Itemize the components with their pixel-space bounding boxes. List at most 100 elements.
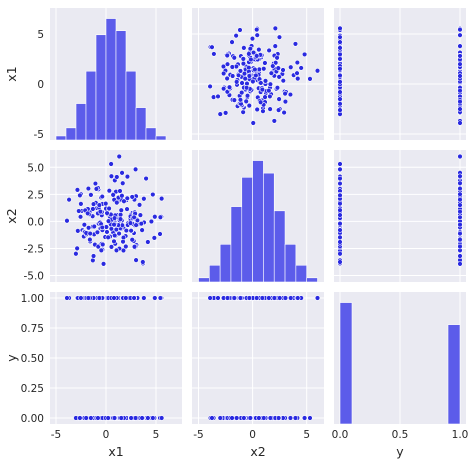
scatter-point [457, 153, 463, 160]
scatter-point [314, 68, 321, 74]
scatter-point [337, 207, 343, 213]
scatter-point [229, 39, 235, 45]
scatter-point [261, 66, 267, 72]
scatter-point [81, 222, 88, 228]
scatter-point [141, 295, 147, 301]
scatter-point [337, 45, 343, 51]
scatter-point [457, 173, 463, 179]
x-tick-label: 0 [103, 429, 110, 441]
scatter-point [337, 51, 343, 58]
scatter-point [120, 247, 127, 254]
scatter-point [259, 295, 266, 301]
scatter-point [233, 415, 240, 421]
histogram-bar [155, 135, 167, 141]
scatter-point [295, 295, 301, 301]
histogram-bar [209, 264, 221, 283]
y-tick-label: 1.00 [21, 293, 44, 305]
scatter-point [274, 55, 280, 61]
scatter-point [240, 60, 247, 67]
x-tick-label: 0.0 [332, 429, 349, 441]
x-tick-label: 1.0 [452, 429, 469, 441]
scatter-point [267, 81, 274, 87]
scatter-point [294, 70, 300, 76]
scatter-point [209, 415, 215, 421]
scatter-point [247, 45, 254, 52]
y-axis-label: x1 [4, 66, 19, 81]
scatter-point [237, 68, 244, 74]
scatter-point [128, 227, 134, 234]
scatter-point [96, 295, 103, 301]
scatter-point [75, 228, 81, 234]
scatter-point [215, 93, 221, 100]
scatter-point [337, 96, 343, 102]
scatter-point [337, 34, 343, 40]
scatter-point [314, 295, 321, 301]
panel-x2-vs-x2 [192, 150, 324, 283]
scatter-point [127, 220, 134, 226]
scatter-point [152, 295, 158, 301]
scatter-point [261, 415, 267, 421]
scatter-point [248, 56, 254, 63]
scatter-point [457, 26, 463, 33]
scatter-point [294, 59, 301, 66]
scatter-point [243, 98, 249, 105]
scatter-point [275, 65, 281, 71]
scatter-point [77, 415, 83, 421]
scatter-point [254, 106, 260, 113]
scatter-point [256, 46, 262, 53]
scatter-point [276, 34, 283, 40]
scatter-point [229, 73, 236, 79]
scatter-point [276, 96, 282, 102]
scatter-point [124, 206, 130, 212]
scatter-point [106, 205, 112, 212]
scatter-point [66, 196, 72, 203]
scatter-point [117, 188, 123, 194]
scatter-point [457, 243, 463, 250]
scatter-point [457, 196, 463, 203]
x-tick-label: 0.5 [392, 429, 409, 441]
scatter-point [337, 180, 343, 187]
scatter-point [250, 78, 256, 85]
scatter-point [457, 214, 463, 220]
scatter-point [457, 87, 463, 94]
scatter-point [254, 295, 260, 301]
scatter-point [211, 51, 217, 57]
scatter-point [231, 295, 238, 301]
panel-x1-vs-y [334, 8, 466, 140]
scatter-point [124, 195, 130, 202]
scatter-point [119, 193, 125, 199]
scatter-point [94, 229, 101, 235]
histogram-bar [65, 127, 77, 141]
y-tick-label: 0.75 [21, 323, 44, 335]
y-axis-label: x2 [4, 208, 19, 223]
scatter-point [457, 191, 463, 197]
scatter-point [457, 202, 463, 208]
scatter-point [287, 91, 294, 98]
scatter-point [249, 35, 256, 42]
scatter-point [457, 180, 463, 186]
panel-x2-vs-x1 [50, 150, 182, 282]
y-tick-label: 5 [37, 29, 44, 41]
scatter-point [246, 295, 253, 301]
histogram-bar [252, 160, 264, 283]
scatter-point [272, 25, 279, 32]
histogram-bar [135, 107, 147, 141]
x-axis-label: x1 [108, 444, 123, 459]
scatter-point [148, 218, 155, 225]
scatter-point [229, 415, 235, 421]
scatter-point [266, 47, 272, 54]
scatter-point [337, 101, 343, 107]
scatter-point [271, 295, 278, 301]
x-tick-label: -5 [51, 429, 61, 441]
y-tick-label: 0.0 [27, 216, 44, 228]
scatter-point [98, 247, 105, 254]
scatter-point [298, 65, 304, 71]
scatter-point [267, 415, 274, 421]
panel-y-vs-x1 [50, 292, 182, 424]
scatter-point [105, 234, 111, 241]
histogram-bar [284, 244, 297, 283]
scatter-point [252, 66, 258, 73]
scatter-point [138, 220, 145, 227]
scatter-point [132, 415, 139, 421]
